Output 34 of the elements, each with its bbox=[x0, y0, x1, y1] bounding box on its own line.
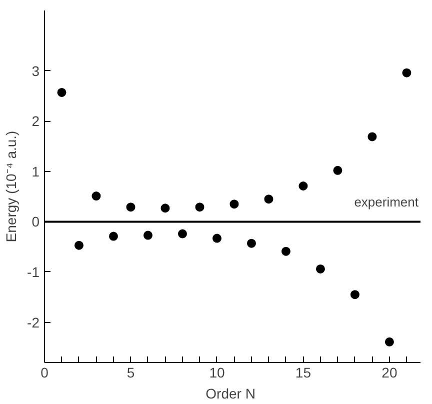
point bbox=[368, 132, 377, 142]
y-tick-label: -1 bbox=[27, 264, 40, 280]
y-tick-label: 1 bbox=[32, 163, 40, 180]
point bbox=[143, 230, 152, 240]
x-axis-title: Order N bbox=[206, 386, 256, 402]
point bbox=[230, 200, 239, 209]
x-tick-label: 10 bbox=[209, 364, 225, 380]
point bbox=[195, 202, 204, 212]
point bbox=[350, 290, 360, 300]
point bbox=[160, 204, 170, 213]
point bbox=[178, 229, 187, 238]
y-tick-label: 0 bbox=[32, 214, 40, 230]
y-tick-label: 2 bbox=[32, 113, 40, 130]
x-tick-label: 20 bbox=[382, 364, 398, 380]
point bbox=[264, 194, 274, 204]
point bbox=[126, 202, 136, 212]
ref-line-label: experiment bbox=[354, 194, 419, 210]
x-tick-label: 5 bbox=[126, 364, 135, 380]
y-tick-label: 3 bbox=[32, 62, 40, 79]
y-tick-label: -2 bbox=[27, 314, 40, 330]
point bbox=[281, 246, 290, 256]
point bbox=[57, 88, 66, 97]
point bbox=[108, 232, 118, 241]
point bbox=[384, 337, 394, 346]
point bbox=[246, 238, 256, 248]
point bbox=[402, 68, 412, 78]
point bbox=[316, 264, 325, 274]
x-tick-label: 15 bbox=[295, 364, 312, 380]
point bbox=[212, 234, 222, 243]
point bbox=[92, 192, 101, 201]
y-axis-title: Energy (10⁻⁴ a.u.) bbox=[3, 130, 20, 242]
point bbox=[298, 182, 308, 190]
point bbox=[74, 240, 84, 250]
point bbox=[333, 166, 342, 175]
